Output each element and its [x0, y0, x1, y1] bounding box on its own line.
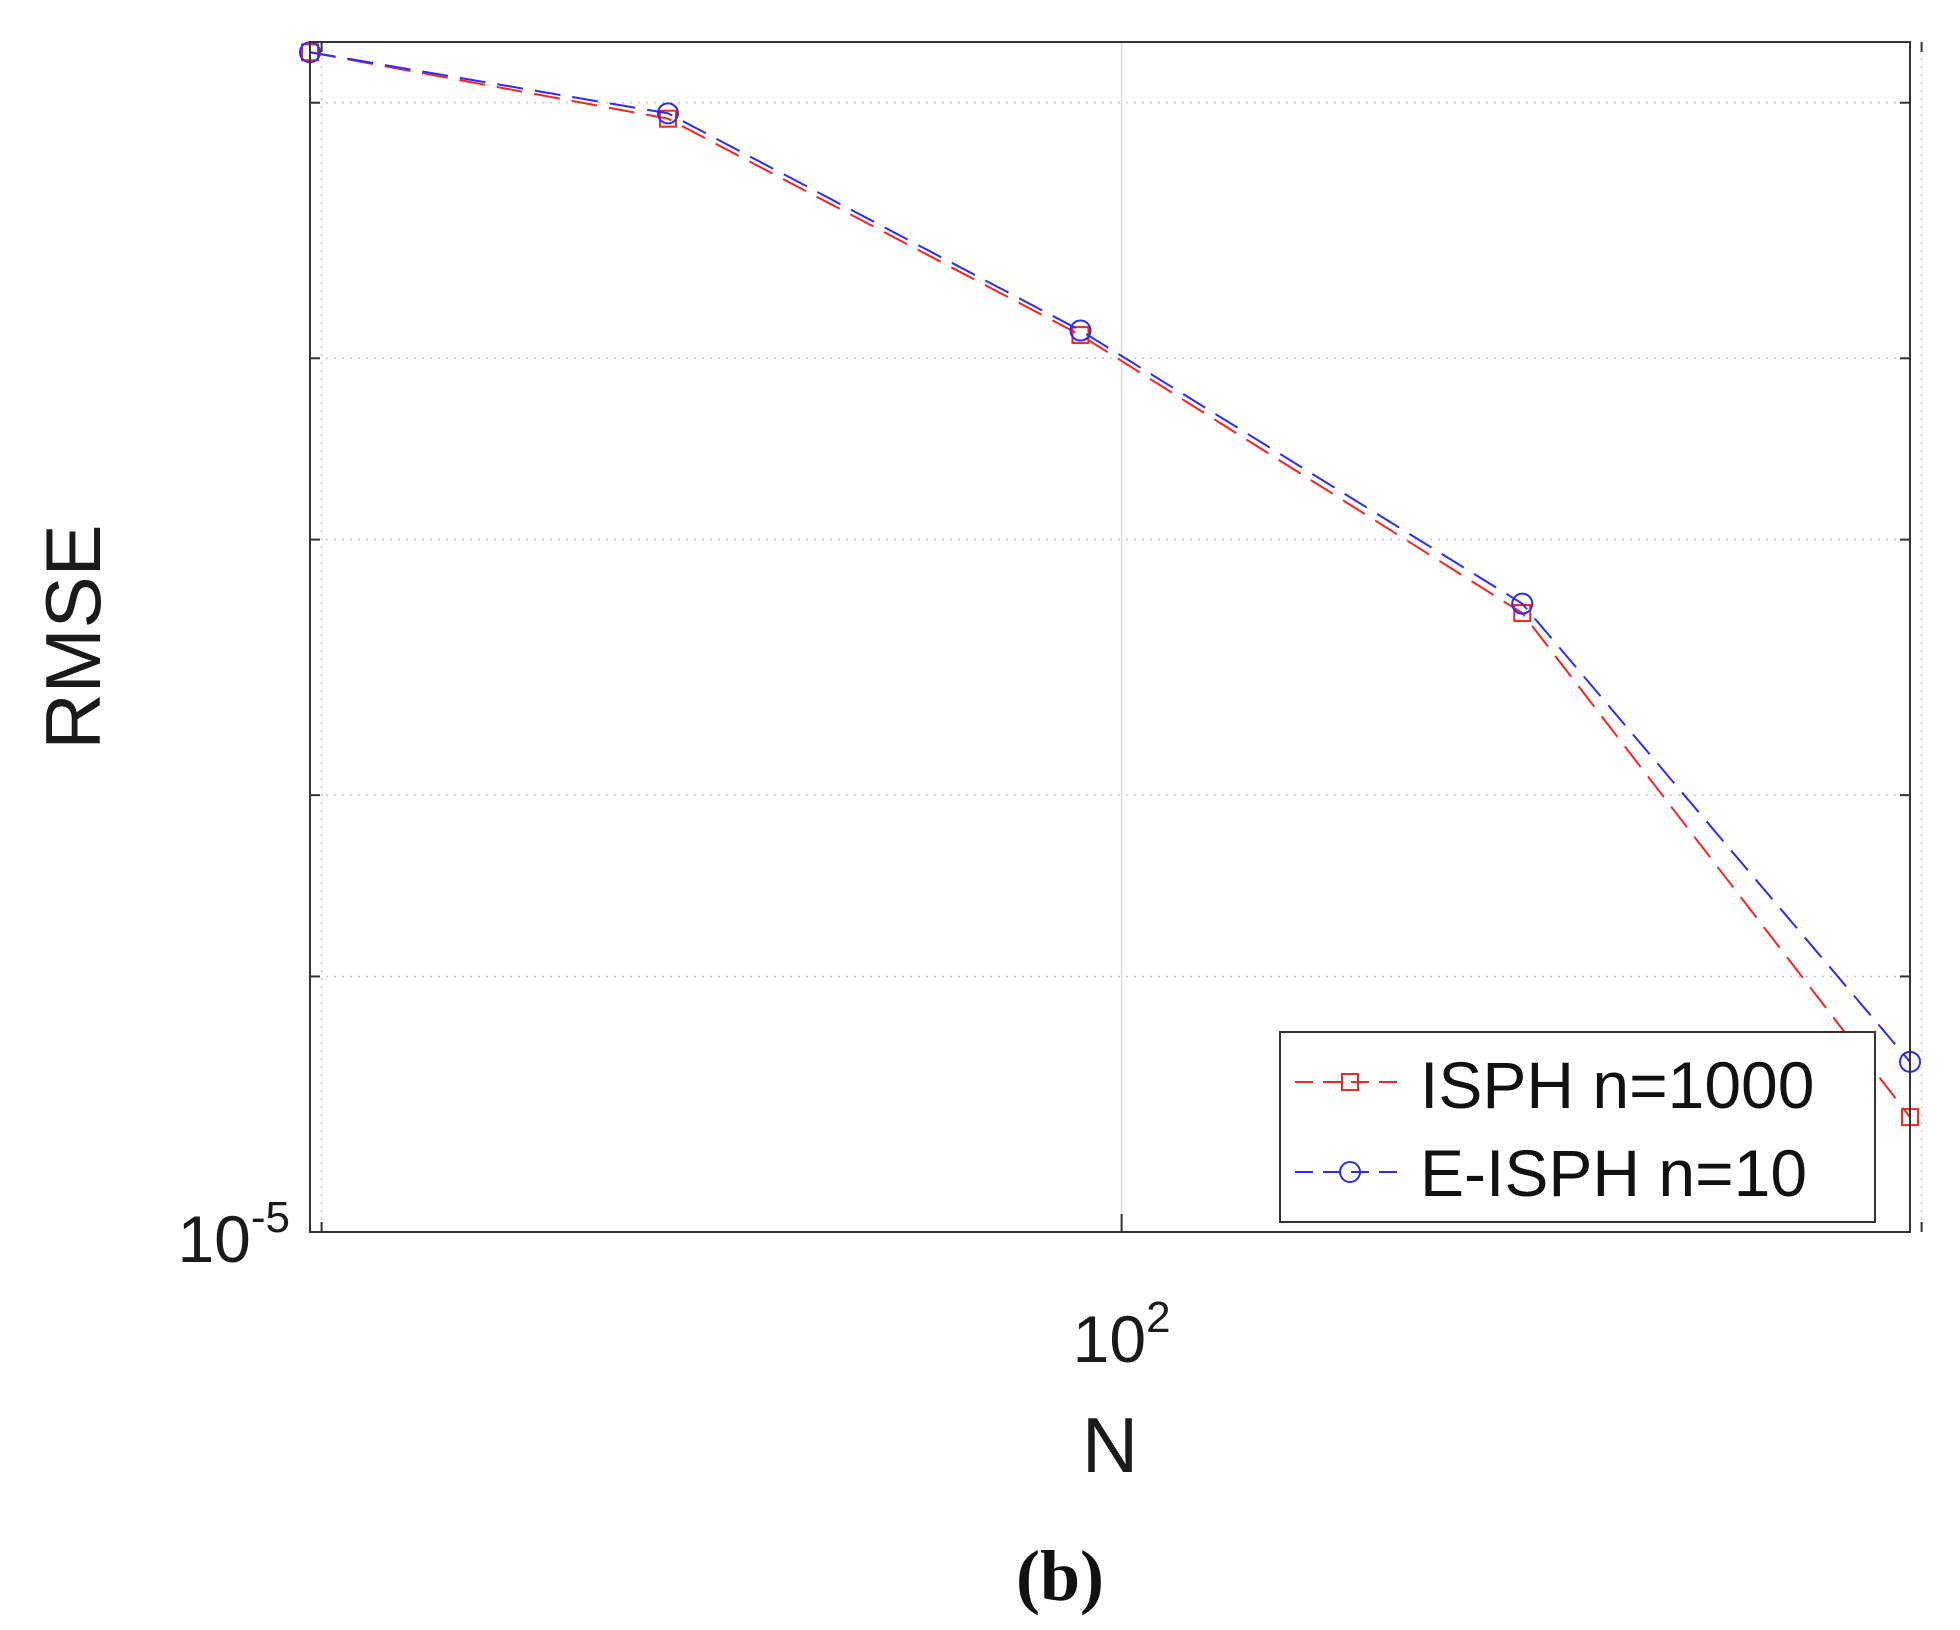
data-point-circle	[1511, 592, 1534, 615]
legend-label-eisph: E-ISPH n=10	[1420, 1136, 1807, 1210]
x-axis-title: N	[1082, 1401, 1138, 1489]
legend-entry-isph: ISPH n=1000	[1295, 1048, 1814, 1122]
caption-open-paren: (	[1016, 1536, 1040, 1616]
grid-layer	[310, 42, 1923, 1232]
legend: ISPH n=1000 E-ISPH n=10	[1279, 1031, 1876, 1223]
series-line-0	[309, 51, 1911, 1118]
caption-close-paren: )	[1080, 1536, 1104, 1616]
legend-circle-marker	[1339, 1161, 1361, 1183]
figure-caption: (b)	[1016, 1536, 1104, 1616]
legend-entry-eisph: E-ISPH n=10	[1295, 1136, 1807, 1210]
data-point-circle	[656, 102, 679, 125]
legend-square-marker	[1341, 1073, 1359, 1091]
tick-layer: 102 10-5	[177, 42, 1923, 1376]
series-line-1	[309, 51, 1911, 1063]
x-tick-label: 102	[1073, 1293, 1171, 1376]
y-tick-label: 10-5	[177, 1193, 290, 1276]
data-point-circle	[1069, 319, 1092, 342]
legend-box	[1279, 1031, 1876, 1223]
caption-label: b	[1040, 1536, 1080, 1616]
y-axis-title: RMSE	[29, 524, 117, 749]
legend-label-isph: ISPH n=1000	[1420, 1048, 1814, 1122]
plot-frame	[309, 41, 1911, 1233]
